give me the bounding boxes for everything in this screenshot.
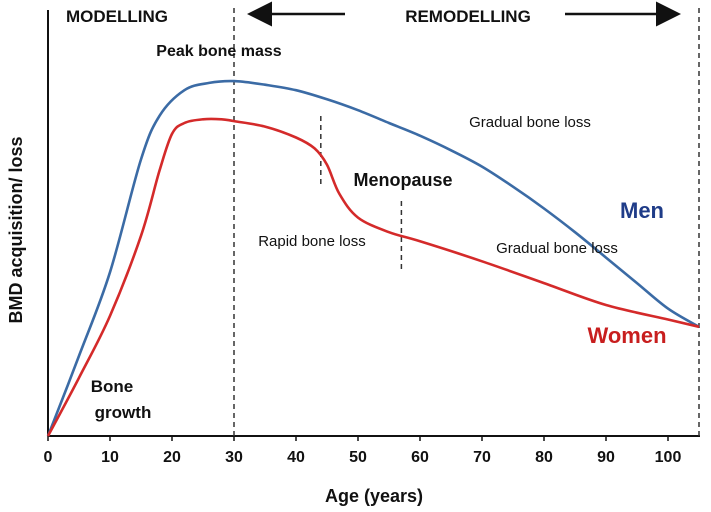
menopause-label: Menopause: [353, 170, 452, 190]
bone-growth-label-line2: growth: [95, 403, 152, 422]
reference-lines: [233, 8, 700, 436]
series-line-men: [46, 79, 700, 437]
y-axis-label: BMD acquisition/ loss: [6, 136, 26, 323]
gradual-bone-loss-men-label: Gradual bone loss: [469, 114, 591, 131]
rapid-bone-loss-label: Rapid bone loss: [258, 233, 366, 250]
modelling-label: MODELLING: [66, 7, 168, 26]
x-ticks: 0 10 20 30 40 50 60 70 80 90 100: [44, 436, 682, 466]
gradual-bone-loss-women-label: Gradual bone loss: [496, 240, 618, 257]
x-axis-label: Age (years): [325, 486, 423, 506]
x-tick-label: 20: [163, 449, 181, 466]
x-tick-label: 40: [287, 449, 305, 466]
x-tick-label: 10: [101, 449, 119, 466]
remodelling-label: REMODELLING: [405, 7, 531, 26]
x-tick-label: 90: [597, 449, 615, 466]
series-label-men: Men: [620, 198, 664, 223]
peak-bone-mass-label: Peak bone mass: [156, 43, 282, 60]
series-group: [46, 79, 700, 437]
series-line-women: [46, 117, 700, 437]
series-label-women: Women: [587, 323, 666, 348]
x-tick-label: 70: [473, 449, 491, 466]
x-tick-label: 30: [225, 449, 243, 466]
x-tick-label: 100: [655, 449, 682, 466]
x-tick-label: 60: [411, 449, 429, 466]
x-tick-label: 50: [349, 449, 367, 466]
bone-growth-label-line1: Bone: [91, 377, 134, 396]
x-tick-label: 0: [44, 449, 53, 466]
x-tick-label: 80: [535, 449, 553, 466]
